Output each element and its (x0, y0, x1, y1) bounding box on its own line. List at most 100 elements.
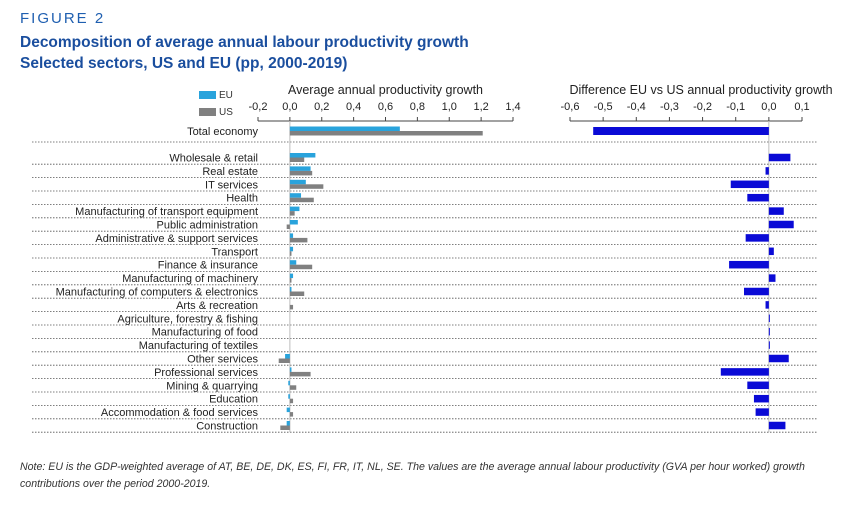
us-bar (286, 224, 290, 229)
left-axis-tick-label: 1,4 (505, 101, 520, 113)
us-bar (289, 304, 294, 310)
right-axis-tick-label: -0,1 (726, 101, 745, 113)
legend-eu-swatch (199, 91, 216, 99)
us-bar (289, 398, 294, 404)
category-label: Manufacturing of machinery (122, 273, 258, 285)
right-axis-tick-label: 0,1 (794, 101, 809, 113)
eu-bar (289, 287, 292, 292)
figure-label: FIGURE 2 (20, 10, 106, 27)
right-axis-tick-label: 0,0 (761, 101, 776, 113)
eu-bar (289, 179, 306, 185)
category-label: Finance & insurance (158, 260, 258, 272)
eu-bar (285, 354, 290, 359)
us-bar (289, 371, 311, 377)
category-label: Professional services (154, 367, 258, 379)
chart-note: Note: EU is the GDP-weighted average of … (20, 461, 805, 490)
right-axis-tick-label: -0,5 (594, 101, 613, 113)
difference-bar (768, 247, 774, 256)
us-bar (289, 278, 292, 283)
category-label: Public administration (157, 220, 259, 232)
difference-bar (730, 180, 769, 189)
us-bar (289, 211, 295, 216)
legend-us-label: US (219, 107, 233, 118)
difference-bar (729, 260, 769, 269)
us-bar (289, 131, 483, 136)
right-axis-tick-label: -0,6 (561, 101, 580, 113)
eu-bar (288, 380, 290, 386)
category-label: Agriculture, forestry & fishing (117, 313, 258, 325)
difference-bar (768, 421, 786, 430)
us-bar (289, 385, 297, 390)
category-label: Manufacturing of textiles (139, 340, 259, 352)
eu-bar (288, 394, 290, 399)
difference-bar (744, 287, 769, 296)
left-axis-tick-label: 1,0 (442, 101, 457, 113)
category-label: Arts & recreation (176, 300, 258, 312)
difference-bar (765, 301, 769, 309)
us-bar (289, 251, 292, 256)
us-bar (289, 291, 305, 296)
eu-bar (289, 246, 294, 252)
us-bar (289, 184, 324, 189)
eu-bar (289, 367, 292, 372)
category-label: Other services (187, 354, 258, 366)
difference-bar (593, 127, 769, 135)
left-axis-tick-label: 0,4 (346, 101, 361, 113)
left-panel-title: Average annual productivity growth (288, 83, 483, 97)
category-label: Construction (196, 421, 258, 433)
category-label: Administrative & support services (95, 233, 258, 245)
difference-bar (745, 234, 769, 242)
eu-bar (289, 273, 294, 279)
us-bar (280, 425, 290, 430)
difference-bar (768, 341, 770, 349)
difference-bar (753, 394, 769, 403)
difference-bar (768, 207, 784, 215)
eu-bar (289, 206, 300, 212)
category-label: Real estate (202, 166, 258, 178)
right-axis-tick-label: -0,4 (627, 101, 646, 113)
difference-bar (768, 220, 794, 229)
left-axis-tick-label: 0,0 (282, 101, 297, 113)
us-bar (289, 170, 313, 176)
difference-bar (747, 381, 769, 390)
left-axis-tick-label: 0,8 (410, 101, 425, 113)
difference-bar (768, 314, 770, 323)
left-axis-tick-label: 0,2 (314, 101, 329, 113)
right-panel-title: Difference EU vs US annual productivity … (569, 83, 832, 97)
us-bar (278, 358, 290, 363)
difference-bar (768, 153, 791, 162)
left-axis-tick-label: -0,2 (249, 101, 268, 113)
category-label: Manufacturing of transport equipment (75, 206, 258, 218)
eu-bar (289, 166, 311, 171)
us-bar (289, 157, 305, 162)
difference-bar (768, 354, 789, 363)
us-bar (289, 237, 308, 243)
difference-bar (768, 327, 770, 336)
eu-bar (289, 220, 298, 225)
category-label: Manufacturing of computers & electronics (56, 287, 259, 299)
us-bar (289, 412, 294, 417)
difference-bar (768, 274, 776, 282)
eu-bar (289, 153, 316, 158)
eu-bar (289, 260, 297, 265)
eu-bar (289, 233, 294, 238)
left-axis-tick-label: 0,6 (378, 101, 393, 113)
difference-bar (765, 167, 769, 175)
right-axis-tick-label: -0,3 (660, 101, 679, 113)
eu-bar (286, 407, 290, 413)
category-label: Manufacturing of food (152, 327, 258, 339)
category-label: Total economy (187, 126, 258, 138)
category-label: IT services (205, 179, 258, 191)
title-line-2: Selected sectors, US and EU (pp, 2000-20… (20, 55, 348, 72)
difference-bar (755, 408, 769, 416)
category-label: Accommodation & food services (101, 407, 259, 419)
us-bar (289, 264, 313, 270)
legend-us-swatch (199, 108, 216, 116)
category-label: Education (209, 394, 258, 406)
us-bar (289, 197, 314, 203)
difference-bar (720, 368, 769, 376)
chart-title: Decomposition of average annual labour p… (20, 32, 469, 74)
category-label: Health (226, 193, 258, 205)
difference-bar (747, 193, 769, 202)
